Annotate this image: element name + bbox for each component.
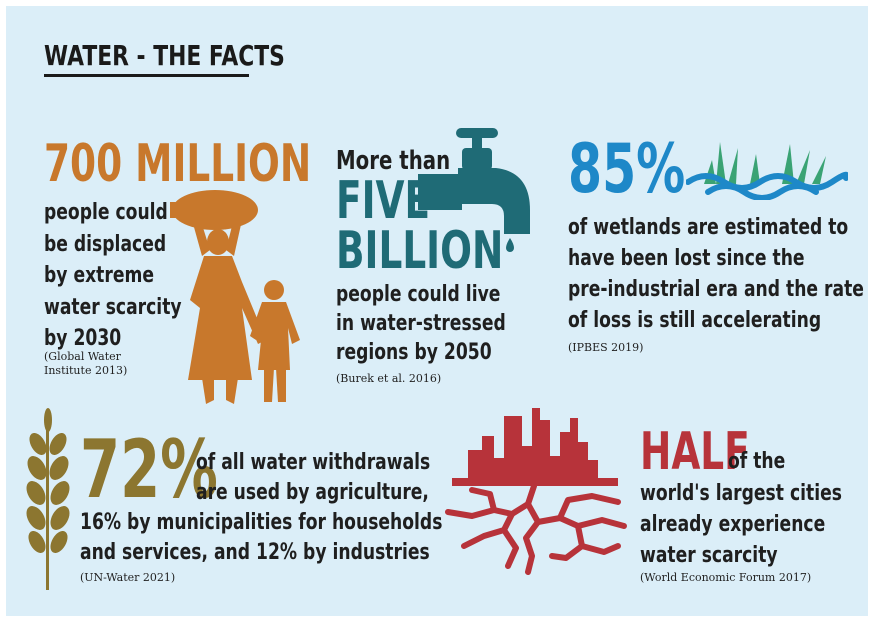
fact-700-million-source: (Global Water Institute 2013) — [44, 350, 128, 377]
body-line: and services, and 12% by industries — [80, 540, 430, 565]
wheat-ear-icon — [26, 408, 70, 590]
fact-700-million-headline: 700 MILLION — [44, 134, 312, 194]
body-line: people could live — [336, 282, 501, 307]
fact-half-body-first: of the — [728, 449, 786, 474]
headline-line: FIVE — [336, 171, 431, 231]
fact-five-billion-intro: More than — [336, 146, 451, 176]
body-line: be displaced — [44, 231, 167, 257]
fact-85-percent-source: (IPBES 2019) — [568, 341, 644, 354]
fact-85-percent-body: of wetlands are estimated to have been l… — [568, 212, 864, 336]
fact-five-billion-headline: FIVE BILLION — [336, 171, 504, 281]
dripping-tap-icon — [418, 128, 530, 252]
body-line: world's largest cities — [640, 481, 842, 506]
fact-five-billion-body: people could live in water-stressed regi… — [336, 280, 506, 367]
body-line: in water-stressed — [336, 311, 506, 336]
fact-85-percent-headline: 85% — [568, 130, 686, 209]
body-line: pre-industrial era and the rate — [568, 277, 864, 302]
title-underline — [44, 74, 249, 77]
fact-700-million-body: people could be displaced by extreme wat… — [44, 197, 182, 355]
fact-half-body: world's largest cities already experienc… — [640, 478, 842, 571]
body-line: of wetlands are estimated to — [568, 215, 849, 240]
body-line: people could — [44, 200, 168, 225]
city-on-cracked-earth-icon — [445, 408, 627, 575]
body-line: are used by agriculture, — [196, 480, 429, 505]
body-line: of loss is still accelerating — [568, 308, 822, 333]
body-line: by 2030 — [44, 326, 122, 351]
wetland-grass-and-water-icon — [686, 142, 848, 200]
fact-five-billion-source: (Burek et al. 2016) — [336, 372, 442, 385]
fact-72-percent-body-cont: 16% by municipalities for households and… — [80, 508, 442, 568]
fact-72-percent-headline: 72% — [80, 423, 218, 516]
woman-and-child-carrying-water-icon — [170, 190, 300, 404]
body-line: water scarcity — [44, 294, 182, 320]
background-panel — [6, 6, 868, 616]
fact-72-percent-body: of all water withdrawals are used by agr… — [196, 448, 430, 508]
body-line: already experience — [640, 512, 826, 537]
body-line: of all water withdrawals — [196, 450, 431, 475]
fact-half-headline: HALF — [640, 422, 750, 482]
page-title: WATER - THE FACTS — [44, 39, 285, 72]
fact-half-source: (World Economic Forum 2017) — [640, 571, 812, 584]
headline-line: BILLION — [336, 221, 504, 281]
body-line: regions by 2050 — [336, 340, 492, 365]
body-line: water scarcity — [640, 543, 778, 568]
body-line: 16% by municipalities for households — [80, 510, 443, 535]
body-line: have been lost since the — [568, 246, 805, 271]
body-line: by extreme — [44, 263, 154, 288]
fact-72-percent-source: (UN-Water 2021) — [80, 571, 176, 584]
